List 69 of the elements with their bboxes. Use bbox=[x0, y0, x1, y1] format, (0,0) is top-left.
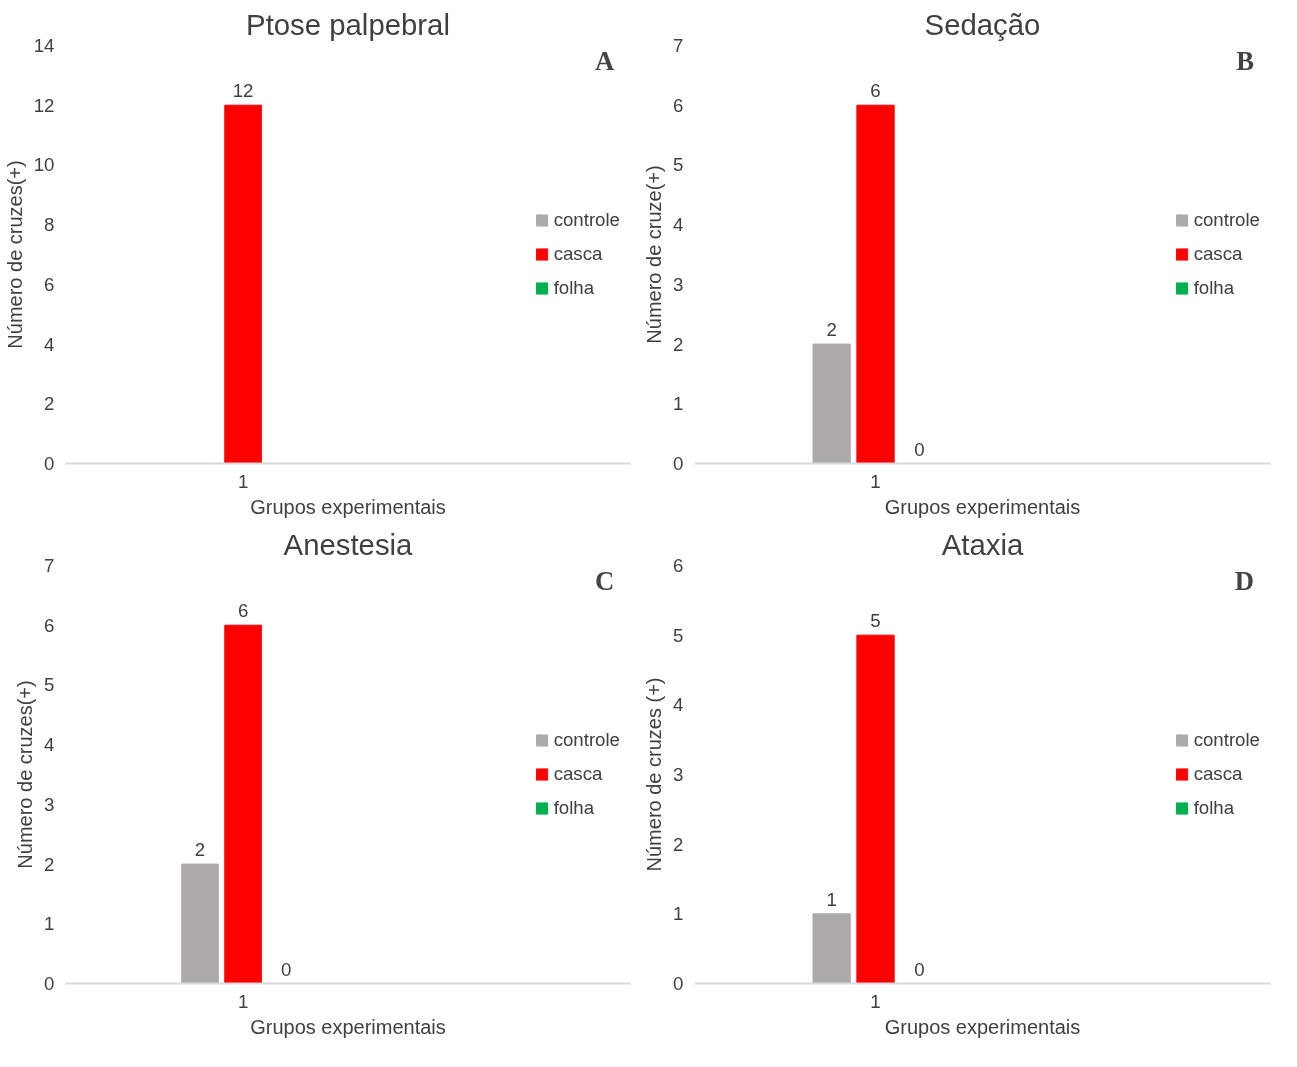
y-tick-label: 5 bbox=[673, 154, 684, 176]
legend-label: casca bbox=[1193, 763, 1243, 785]
y-axis-title: Número de cruze(+) bbox=[643, 165, 666, 344]
x-axis-title: Grupos experimentais bbox=[884, 1015, 1081, 1038]
legend-label: folha bbox=[1193, 797, 1235, 819]
legend-label: folha bbox=[1193, 277, 1235, 299]
data-label: 5 bbox=[870, 610, 881, 632]
text: C bbox=[595, 565, 615, 596]
y-axis-title: Número de cruzes(+) bbox=[3, 160, 26, 349]
y-tick-label: 0 bbox=[673, 973, 684, 994]
y-tick-label: 8 bbox=[44, 214, 55, 236]
text: A bbox=[595, 45, 616, 76]
data-label: 0 bbox=[914, 958, 925, 980]
data-label: 12 bbox=[232, 80, 254, 102]
y-tick-label: 14 bbox=[33, 35, 55, 56]
legend-label: folha bbox=[553, 277, 595, 299]
chart-title: Sedação bbox=[924, 7, 1041, 41]
chart-title: Ptose palpebral bbox=[246, 7, 450, 41]
legend-label: controle bbox=[553, 209, 620, 231]
y-tick-label: 0 bbox=[44, 453, 55, 474]
y-tick-label: 6 bbox=[673, 94, 684, 116]
y-tick-label: 6 bbox=[44, 614, 55, 636]
y-tick-label: 1 bbox=[44, 913, 55, 935]
y-tick-label: 3 bbox=[44, 793, 55, 815]
y-tick-label: 7 bbox=[673, 35, 684, 56]
y-tick-label: 5 bbox=[673, 624, 684, 646]
y-tick-label: 6 bbox=[673, 555, 684, 576]
y-tick-label: 5 bbox=[44, 674, 55, 696]
chart-title: Anestesia bbox=[283, 527, 414, 561]
data-label: 2 bbox=[826, 319, 837, 341]
y-tick-label: 4 bbox=[673, 694, 684, 716]
x-axis-title: Grupos experimentais bbox=[884, 495, 1081, 518]
x-axis-title: Grupos experimentais bbox=[250, 1015, 446, 1038]
y-tick-label: 2 bbox=[44, 853, 55, 875]
data-label: 6 bbox=[237, 600, 249, 622]
y-tick-label: 1 bbox=[673, 903, 684, 925]
y-tick-label: 4 bbox=[673, 214, 684, 236]
y-tick-label: 7 bbox=[44, 555, 55, 576]
text: B bbox=[1236, 45, 1255, 76]
y-tick-label: 6 bbox=[44, 273, 55, 295]
y-tick-label: 0 bbox=[673, 453, 684, 474]
y-tick-label: 1 bbox=[673, 393, 684, 415]
legend-label: folha bbox=[553, 797, 595, 819]
data-label: 1 bbox=[826, 888, 837, 910]
data-label: 6 bbox=[870, 80, 881, 102]
legend-label: controle bbox=[1193, 209, 1260, 231]
data-label: 2 bbox=[194, 839, 206, 861]
data-label: 0 bbox=[280, 958, 292, 980]
y-tick-label: 0 bbox=[44, 973, 55, 994]
y-tick-label: 4 bbox=[44, 333, 55, 355]
legend-label: casca bbox=[553, 243, 603, 265]
chart-title: Ataxia bbox=[941, 527, 1024, 561]
y-tick-label: 2 bbox=[673, 333, 684, 355]
legend-label: casca bbox=[1193, 243, 1243, 265]
y-axis-title: Número de cruzes (+) bbox=[643, 677, 666, 872]
text: D bbox=[1234, 565, 1255, 596]
y-tick-label: 3 bbox=[673, 273, 684, 295]
legend-label: controle bbox=[553, 729, 620, 751]
legend-label: casca bbox=[553, 763, 603, 785]
legend-label: controle bbox=[1193, 729, 1260, 751]
y-tick-label: 12 bbox=[33, 94, 55, 116]
data-label: 0 bbox=[914, 438, 925, 460]
y-axis-title: Número de cruzes(+) bbox=[14, 680, 37, 869]
y-tick-label: 4 bbox=[44, 734, 55, 756]
y-tick-label: 2 bbox=[44, 393, 55, 415]
x-axis-title: Grupos experimentais bbox=[250, 495, 446, 518]
y-tick-label: 10 bbox=[33, 154, 55, 176]
y-tick-label: 2 bbox=[673, 833, 684, 855]
y-tick-label: 3 bbox=[673, 764, 684, 785]
